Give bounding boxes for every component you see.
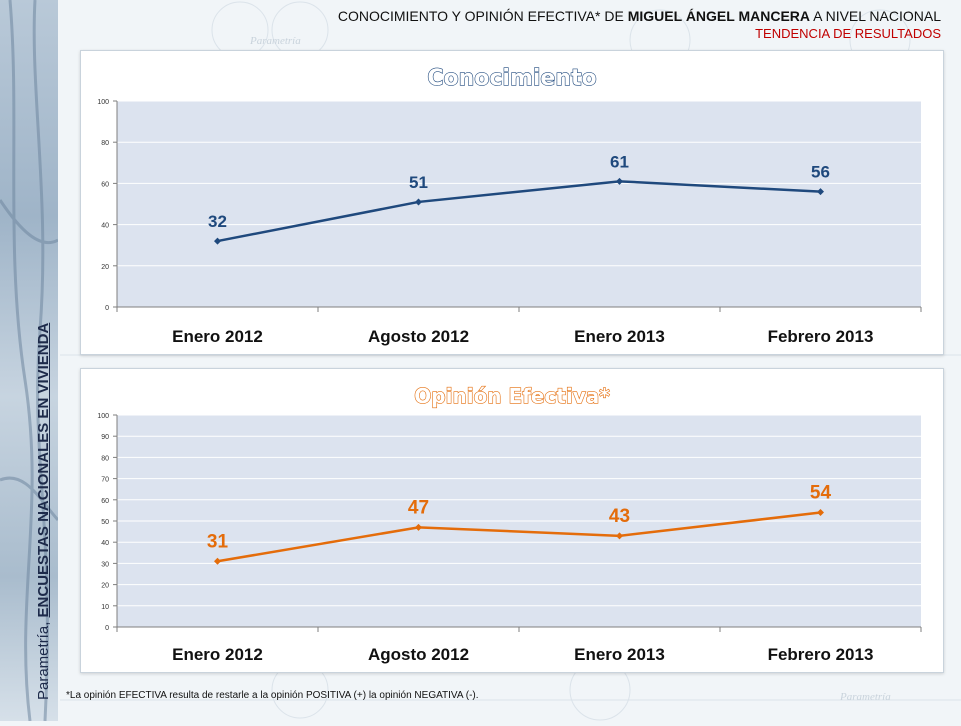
y-tick-label: 10 xyxy=(101,604,109,611)
chart-conocimiento: Conocimiento 0 20 40 60 80 100 Enero 2012 Agosto… xyxy=(97,65,922,346)
data-point xyxy=(214,237,221,245)
data-label: 56 xyxy=(811,163,830,182)
sidebar-brand: Parametría, xyxy=(35,617,52,700)
data-point xyxy=(415,198,422,206)
x-tick-label: Febrero 2013 xyxy=(768,645,874,664)
x-tick-label: Enero 2012 xyxy=(172,327,263,346)
x-tick-label: Agosto 2012 xyxy=(368,645,469,664)
sidebar-caption: Parametría, ENCUESTAS NACIONALES EN VIVI… xyxy=(35,323,52,700)
y-tick-label: 80 xyxy=(101,455,109,462)
x-tick-label: Febrero 2013 xyxy=(768,327,874,346)
data-label: 51 xyxy=(409,173,428,192)
chart-panel-opinion: Opinión Efectiva* 0 10 20 30 40 50 60 70 80 90 100 E… xyxy=(80,368,944,673)
y-tick-label: 80 xyxy=(101,140,109,147)
data-label: 61 xyxy=(610,152,629,171)
data-label: 43 xyxy=(609,506,630,527)
title-name: MIGUEL ÁNGEL MANCERA xyxy=(627,8,811,24)
chart-title: Conocimiento xyxy=(427,66,596,91)
chart-opinion-efectiva: Opinión Efectiva* 0 10 20 30 40 50 60 70 80 90 100 E… xyxy=(97,383,922,664)
tree-decoration xyxy=(0,0,60,722)
data-label: 32 xyxy=(208,212,227,231)
data-point xyxy=(817,188,824,196)
series-line xyxy=(217,511,821,563)
y-tick-label: 60 xyxy=(101,498,109,505)
x-tick-label: Enero 2013 xyxy=(574,645,665,664)
y-tick-label: 60 xyxy=(101,181,109,188)
data-point xyxy=(415,523,422,531)
y-tick-label: 0 xyxy=(105,625,109,632)
data-point xyxy=(616,532,623,540)
watermark-text-top: Parametría xyxy=(249,35,301,47)
data-point xyxy=(214,557,221,565)
x-tick-label: Agosto 2012 xyxy=(368,327,469,346)
data-label: 54 xyxy=(810,483,832,504)
chart-panel-conocimiento: Conocimiento 0 20 40 60 80 100 Enero 2012 Agosto… xyxy=(80,50,944,355)
y-tick-label: 100 xyxy=(97,99,109,106)
y-tick-label: 40 xyxy=(101,223,109,230)
data-label: 31 xyxy=(207,531,229,552)
y-tick-label: 90 xyxy=(101,434,109,441)
chart-title: Opinión Efectiva* xyxy=(414,384,610,408)
footnote: *La opinión EFECTIVA resulta de restarle… xyxy=(66,690,479,701)
data-point xyxy=(616,177,623,185)
watermark-text-bottom: Parametría xyxy=(839,691,891,703)
data-label: 47 xyxy=(408,497,429,518)
page-subtitle: TENDENCIA DE RESULTADOS xyxy=(755,26,941,41)
y-tick-label: 0 xyxy=(105,305,109,312)
sidebar-label: ENCUESTAS NACIONALES EN VIVIENDA xyxy=(35,322,52,618)
y-tick-label: 20 xyxy=(101,264,109,271)
page-header: CONOCIMIENTO Y OPINIÓN EFECTIVA* DE MIGU… xyxy=(338,8,941,41)
plot-area xyxy=(117,101,921,307)
title-prefix: CONOCIMIENTO Y OPINIÓN EFECTIVA* DE xyxy=(337,8,628,24)
y-tick-label: 70 xyxy=(101,477,109,484)
series-line xyxy=(217,180,821,243)
y-tick-label: 40 xyxy=(101,540,109,547)
page-title: CONOCIMIENTO Y OPINIÓN EFECTIVA* DE MIGU… xyxy=(338,8,941,24)
y-tick-label: 50 xyxy=(101,519,109,526)
y-tick-label: 100 xyxy=(97,413,109,420)
y-tick-label: 30 xyxy=(101,561,109,568)
decorative-side-strip xyxy=(0,0,60,722)
title-suffix: A NIVEL NACIONAL xyxy=(810,8,941,24)
x-tick-label: Enero 2012 xyxy=(172,645,263,664)
x-tick-label: Enero 2013 xyxy=(574,327,665,346)
y-tick-label: 20 xyxy=(101,583,109,590)
data-point xyxy=(817,509,824,517)
